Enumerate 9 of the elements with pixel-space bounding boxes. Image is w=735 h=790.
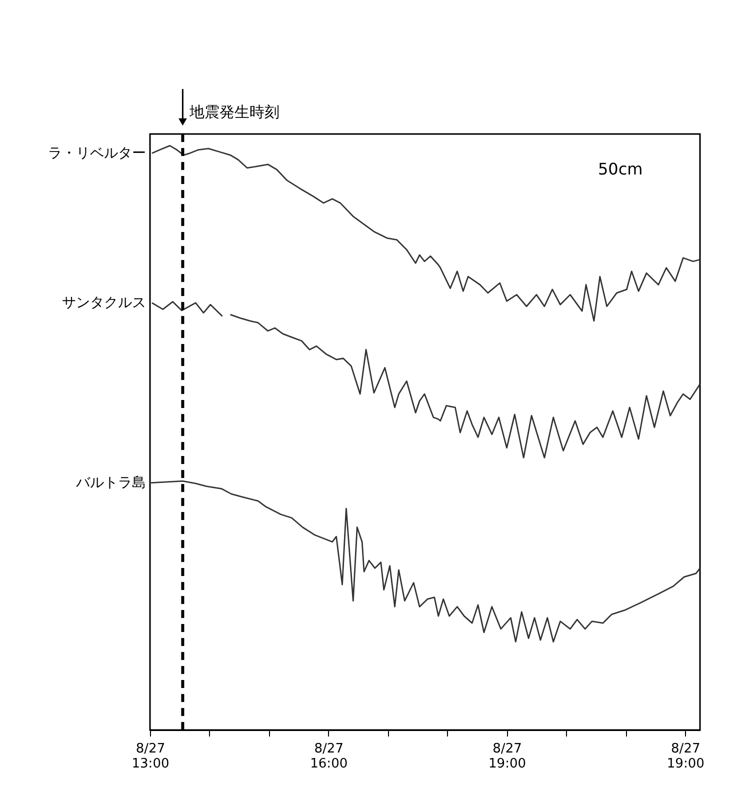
legend-label: 地震発生時刻 [188,103,280,121]
series-label: バルトラ島 [75,474,146,491]
series-label: ラ・リベルター [48,145,146,162]
x-tick-label: 8/27 13:00 [132,742,170,772]
x-tick-label: 8/27 19:00 [666,742,704,772]
x-tick-label: 8/27 16:00 [310,742,348,772]
annotation: 50cm [598,160,643,178]
x-tick-label: 8/27 19:00 [488,742,526,772]
series-label: サンタクルス [62,294,146,311]
